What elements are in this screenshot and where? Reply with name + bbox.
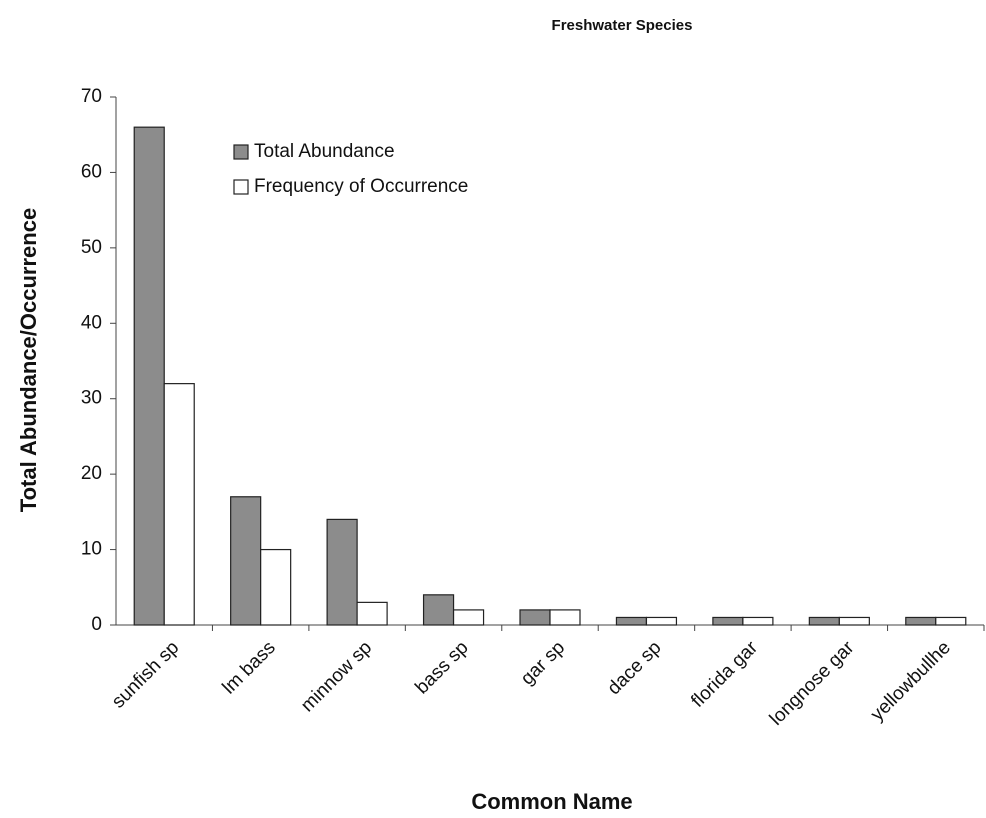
bar <box>163 383 195 626</box>
y-tick-label: 20 <box>81 463 102 484</box>
x-tick-label: dace sp <box>604 637 666 699</box>
y-tick-label: 0 <box>91 614 102 635</box>
bar <box>452 609 485 626</box>
bar <box>905 616 937 626</box>
x-tick-label: lm bass <box>219 637 280 698</box>
bar <box>356 601 388 626</box>
legend-swatch <box>233 179 249 195</box>
bar <box>742 616 774 626</box>
bar <box>549 609 581 626</box>
bar <box>615 616 648 626</box>
x-tick-label: gar sp <box>517 637 569 689</box>
y-tick-label: 50 <box>81 237 102 258</box>
chart-title: Freshwater Species <box>552 17 693 34</box>
x-axis-label: Common Name <box>471 789 632 814</box>
x-tick-label: sunfish sp <box>108 637 183 712</box>
legend-swatch <box>233 144 249 160</box>
bar <box>422 594 455 626</box>
y-tick-label: 10 <box>81 539 102 560</box>
bar <box>712 616 744 626</box>
y-tick-label: 30 <box>81 388 102 409</box>
bar <box>519 609 551 626</box>
bar <box>326 518 358 626</box>
bar <box>838 616 870 626</box>
bar <box>260 548 292 626</box>
x-tick-label: yellowbullhe <box>867 637 955 725</box>
legend-label: Frequency of Occurrence <box>254 176 468 197</box>
bar <box>645 616 678 626</box>
y-tick-label: 70 <box>81 86 102 107</box>
legend-label: Total Abundance <box>254 141 395 162</box>
y-axis-label: Total Abundance/Occurrence <box>16 208 41 512</box>
x-tick-label: florida gar <box>687 637 762 712</box>
x-tick-label: bass sp <box>411 637 472 698</box>
y-tick-label: 40 <box>81 312 102 333</box>
bar <box>808 616 840 626</box>
x-tick-label: minnow sp <box>297 637 376 716</box>
bar <box>230 496 262 626</box>
y-tick-label: 60 <box>81 161 102 182</box>
x-tick-label: longnose gar <box>766 637 859 730</box>
bar <box>133 126 165 626</box>
bar <box>935 616 967 626</box>
